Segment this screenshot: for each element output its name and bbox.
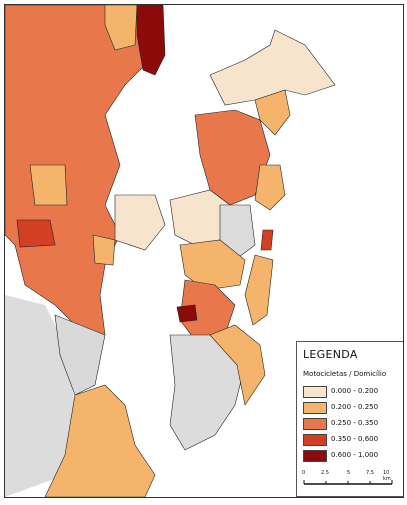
mainland-south-grey	[54, 314, 106, 396]
island-east-coast-peach	[244, 254, 274, 326]
scale-tick-label: 7.5	[366, 470, 374, 476]
legend-subtitle: Motocicletas / Domicílio	[303, 370, 387, 378]
scale-tick-label: 10 km	[383, 470, 391, 482]
scale-tick-label: 2.5	[321, 470, 329, 476]
legend-label: 0.200 - 0.250	[331, 403, 379, 411]
legend-label: 0.350 - 0.600	[331, 435, 379, 443]
island-east-red	[260, 229, 274, 251]
mainland-region-peach-2	[29, 164, 68, 206]
island-north-peach	[254, 89, 291, 136]
mainland-region-peach	[104, 5, 138, 51]
scale-bar: 0 2.5 5 7.5 10 km	[302, 470, 395, 490]
island-middle-peach	[179, 239, 246, 291]
legend-label: 0.000 - 0.200	[331, 387, 379, 395]
legend-label: 0.250 - 0.350	[331, 419, 379, 427]
mainland-region-light	[114, 194, 166, 251]
island-north-light	[209, 29, 336, 106]
legend-swatch	[303, 434, 327, 446]
map-frame: LEGENDA Motocicletas / Domicílio 0.000 -…	[4, 4, 404, 498]
island-south-peach	[209, 324, 266, 406]
mainland-region-red	[16, 219, 56, 248]
legend-title: LEGENDA	[303, 348, 358, 361]
legend-label: 0.600 - 1.000	[331, 451, 379, 459]
mainland-terrain-south	[5, 295, 75, 497]
island-east-peach	[254, 164, 286, 211]
island-darkred-spot	[176, 304, 198, 323]
mainland-south-peach	[44, 384, 156, 497]
choropleth-map	[5, 5, 403, 497]
legend-swatch	[303, 402, 327, 414]
mainland-region-darkred	[136, 5, 166, 76]
island-center-orange	[194, 109, 271, 206]
scale-bar-graphic	[303, 480, 393, 485]
scale-tick-label: 0	[302, 470, 306, 476]
scale-tick-label: 5	[347, 470, 351, 476]
legend-swatch	[303, 418, 327, 430]
island-grey-center	[219, 204, 256, 261]
legend-swatch	[303, 386, 327, 398]
mainland-region-peach-3	[92, 234, 116, 266]
legend: LEGENDA Motocicletas / Domicílio 0.000 -…	[296, 341, 403, 497]
legend-swatch	[303, 450, 327, 462]
